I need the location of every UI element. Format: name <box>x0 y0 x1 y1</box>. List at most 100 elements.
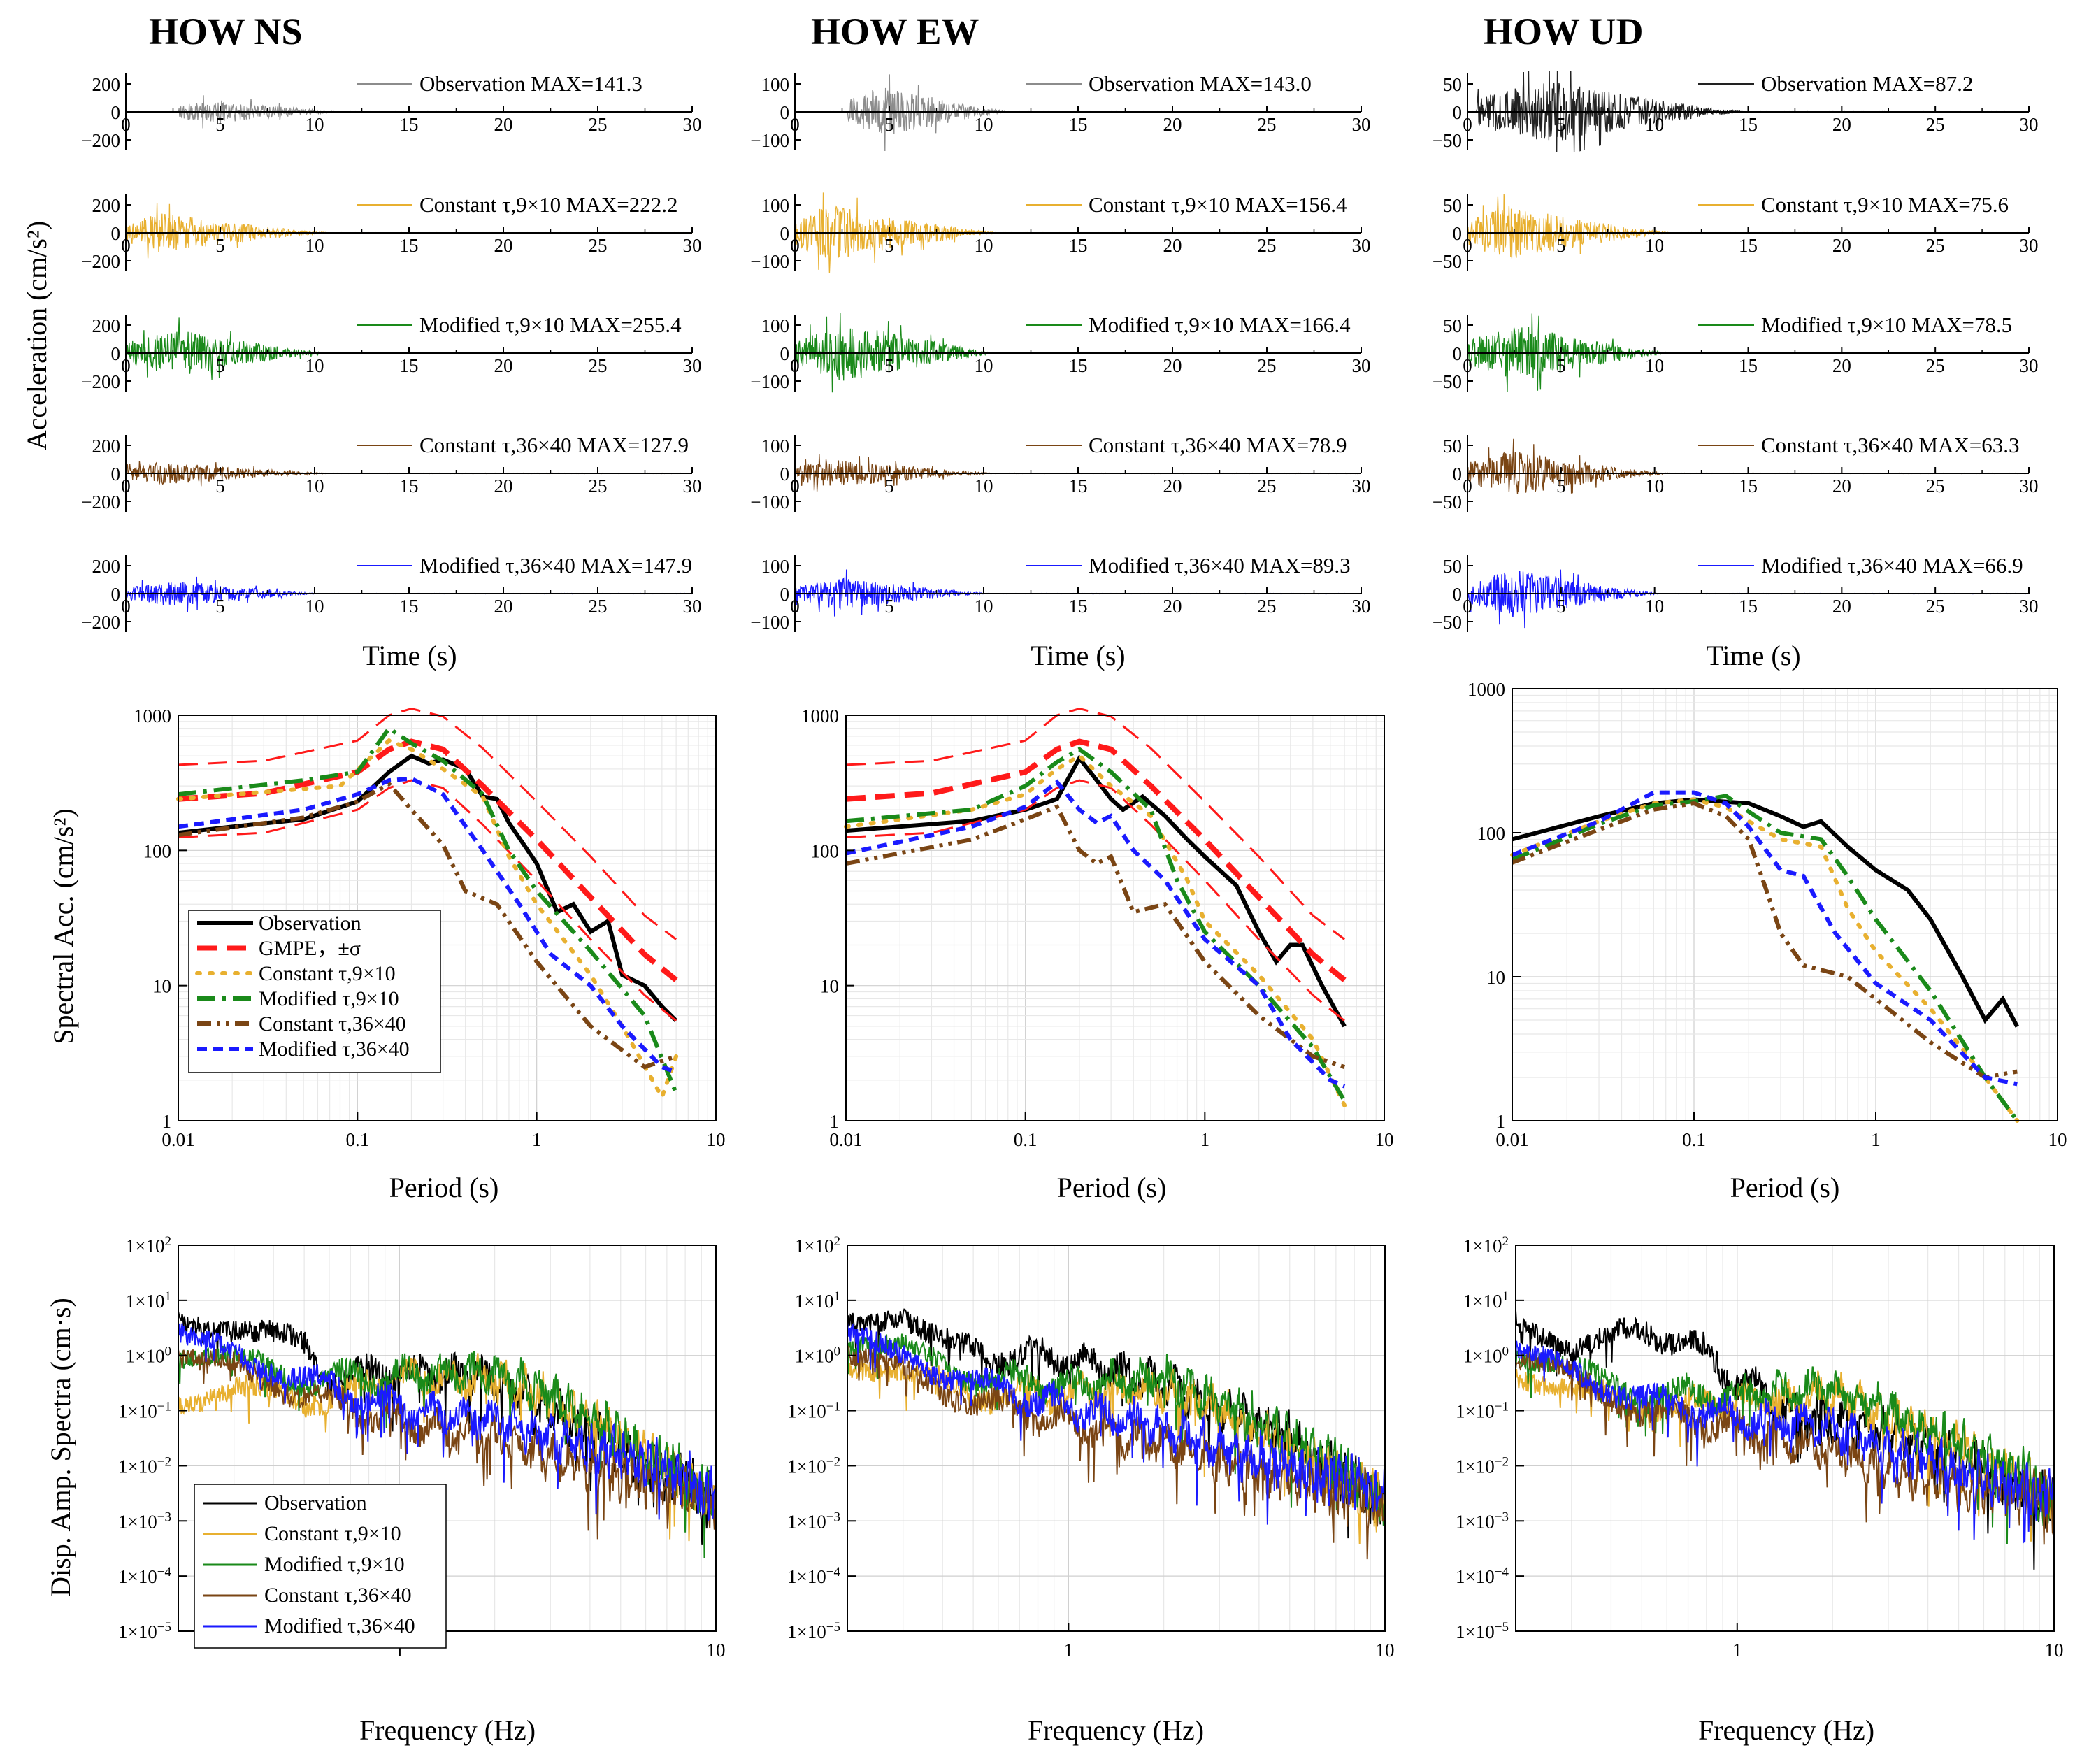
ts-y-tick-label: 200 <box>92 556 121 577</box>
sa-series-line <box>845 738 1347 982</box>
ts-y-tick-label: −100 <box>750 612 789 633</box>
ts-x-tick-label: 30 <box>1352 114 1371 135</box>
sa-y-tick-label: 10 <box>820 976 839 997</box>
fas-frame <box>1515 1245 2055 1632</box>
ts-y-tick-label: −50 <box>1433 371 1462 392</box>
ts-x-tick-label: 10 <box>1645 235 1664 256</box>
ts-x-tick-label: 10 <box>306 235 324 256</box>
ts-x-tick-label: 5 <box>1556 235 1566 256</box>
sa-x-tick-label: 10 <box>707 1129 726 1150</box>
sa-y-tick-label: 1 <box>1496 1111 1506 1132</box>
ts-xlabel-ns: Time (s) <box>362 640 457 671</box>
sa-series-line <box>844 753 1347 1107</box>
ts-x-tick-label: 5 <box>884 355 894 376</box>
ts-y-tick-label: 50 <box>1443 74 1462 95</box>
ts-x-tick-label: 5 <box>215 114 225 135</box>
sa-series-line <box>1512 797 2019 1028</box>
fas-y-tick-label: 1×101 <box>795 1289 840 1312</box>
ts-y-tick-label: 50 <box>1443 315 1462 336</box>
ts-legend-label: Constant τ,36×40 MAX=78.9 <box>1089 433 1347 457</box>
fas-y-tick-label: 1×10−1 <box>118 1400 171 1422</box>
ts-legend-label: Constant τ,36×40 MAX=127.9 <box>419 433 689 457</box>
ts-y-tick-label: 100 <box>761 436 790 457</box>
ts-x-tick-label: 0 <box>790 114 800 135</box>
fas-y-tick-label: 1×10−5 <box>787 1620 840 1642</box>
sa-frame <box>178 715 717 1121</box>
sa-y-tick-label: 1000 <box>1467 679 1505 700</box>
sa-panel-1: 0.01 0.1 1 10 1 10 100 1000 <box>801 705 1394 1150</box>
ts-y-tick-label: 0 <box>1453 584 1463 605</box>
ts-x-tick-label: 5 <box>215 475 225 496</box>
ts-x-tick-label: 15 <box>1069 475 1088 496</box>
ts-x-tick-label: 0 <box>790 235 800 256</box>
ts-x-tick-label: 20 <box>1832 235 1851 256</box>
ts-y-tick-label: 0 <box>780 464 790 485</box>
ts-legend-label: Constant τ,9×10 MAX=222.2 <box>419 192 678 217</box>
ts-y-tick-label: −200 <box>81 612 120 633</box>
sa-series-line <box>845 779 1346 1089</box>
fas-y-tick-label: 1×101 <box>1463 1289 1509 1312</box>
ts-y-tick-label: 0 <box>111 343 121 364</box>
fas-y-tick-label: 1×10−2 <box>787 1454 840 1477</box>
ts-y-tick-label: −200 <box>81 130 120 151</box>
ts-x-tick-label: 20 <box>494 355 513 376</box>
ts-x-tick-label: 0 <box>1463 475 1472 496</box>
sa-xlabel-ns: Period (s) <box>389 1172 499 1203</box>
sa-series-line <box>178 707 677 940</box>
fas-y-tick-label: 1×100 <box>795 1344 840 1367</box>
ts-x-tick-label: 5 <box>1556 355 1566 376</box>
fas-y-tick-label: 1×10−2 <box>118 1454 171 1477</box>
fas-x-tick-label: 1 <box>1064 1640 1074 1661</box>
sa-legend-label: Modified τ,9×10 <box>259 987 399 1010</box>
ts-x-tick-label: 5 <box>884 475 894 496</box>
ts-x-tick-label: 25 <box>1926 475 1945 496</box>
ts-legend-label: Constant τ,36×40 MAX=63.3 <box>1761 433 2020 457</box>
ts-y-tick-label: 0 <box>780 343 790 364</box>
ts-x-tick-label: 20 <box>1163 475 1182 496</box>
sa-y-tick-label: 100 <box>811 840 840 861</box>
fas-frame <box>847 1245 1386 1632</box>
ts-legend-label: Constant τ,9×10 MAX=156.4 <box>1089 192 1347 217</box>
ts-x-tick-label: 10 <box>975 596 993 617</box>
fas-y-tick-label: 1×10−4 <box>1456 1565 1509 1587</box>
ts-y-tick-label: 0 <box>780 584 790 605</box>
ts-x-tick-label: 20 <box>1163 596 1182 617</box>
sa-x-tick-label: 0.01 <box>829 1129 862 1150</box>
fas-legend-box <box>194 1484 447 1649</box>
fas-series-line <box>847 1333 1386 1526</box>
sa-series-line <box>1511 801 2018 1080</box>
ts-y-tick-label: 200 <box>92 74 121 95</box>
sa-series-line <box>178 779 677 1022</box>
ts-x-tick-label: 30 <box>1352 475 1371 496</box>
fas-y-tick-label: 1×10−5 <box>118 1620 171 1642</box>
ts-x-tick-label: 10 <box>975 475 993 496</box>
ts-x-tick-label: 5 <box>884 114 894 135</box>
ts-x-tick-label: 15 <box>1739 114 1758 135</box>
sa-y-tick-label: 100 <box>143 840 172 861</box>
fas-x-tick-label: 1 <box>1732 1640 1742 1661</box>
sa-xlabel-ew: Period (s) <box>1057 1172 1167 1203</box>
ts-x-tick-label: 10 <box>975 114 993 135</box>
fas-xlabel-ud: Frequency (Hz) <box>1698 1714 1874 1746</box>
sa-x-tick-label: 0.01 <box>161 1129 194 1150</box>
ts-x-tick-label: 20 <box>1832 114 1851 135</box>
sa-frame <box>1512 688 2058 1121</box>
sa-series-line <box>1511 794 2019 1122</box>
ts-x-tick-label: 15 <box>400 596 419 617</box>
sa-panel-0: 0.01 0.1 1 101101001000ObservationGMPE，±σCo… <box>134 705 726 1150</box>
fas-legend: Observation Constant τ,9×10 Modified τ,9×1… <box>194 1484 447 1649</box>
ts-y-tick-label: −50 <box>1433 130 1462 151</box>
sa-series-line <box>178 738 678 982</box>
sa-xlabel-ud: Period (s) <box>1730 1172 1840 1203</box>
fas-y-tick-label: 1×10−3 <box>118 1510 171 1532</box>
ts-y-tick-label: 200 <box>92 195 121 216</box>
ts-legend-label: Modified τ,9×10 MAX=78.5 <box>1761 313 2012 337</box>
ts-y-tick-label: 200 <box>92 315 121 336</box>
sa-series-line <box>845 747 1347 1103</box>
ts-x-tick-label: 20 <box>1832 475 1851 496</box>
fas-y-tick-label: 1×10−4 <box>787 1565 840 1587</box>
sa-x-tick-label: 0.1 <box>1014 1129 1038 1150</box>
